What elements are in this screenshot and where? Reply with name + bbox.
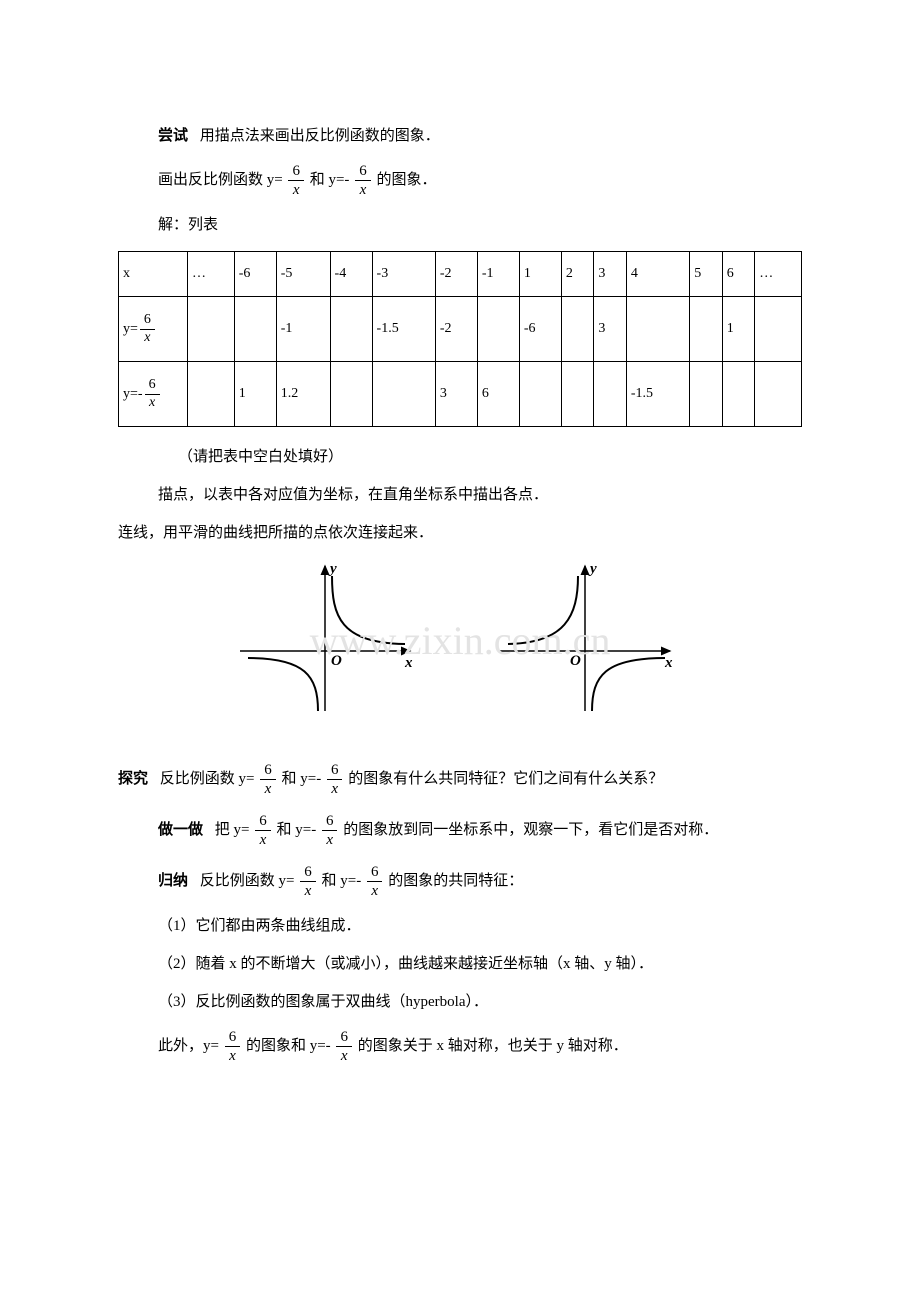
cell: … (188, 252, 235, 297)
svg-text:O: O (570, 653, 581, 669)
cell: -6 (234, 252, 276, 297)
cell: -2 (435, 297, 477, 362)
explore-label: 探究 (118, 771, 148, 787)
explore-prefix: 反比例函数 y= (160, 771, 255, 787)
cell: 3 (594, 297, 627, 362)
cell (690, 362, 723, 427)
cell (690, 297, 723, 362)
fraction-6-over-x: 6x (355, 162, 371, 199)
summary-suffix: 的图象的共同特征： (388, 873, 523, 889)
fraction-6-over-x: 6x (336, 1028, 352, 1065)
draw-mid: 和 y=- (310, 172, 350, 188)
try-label: 尝试 (158, 128, 188, 144)
cell (722, 362, 755, 427)
draw-prefix: 画出反比例函数 y= (158, 172, 283, 188)
table-row: y=6x -1 -1.5 -2 -6 3 1 (119, 297, 802, 362)
cell (561, 297, 594, 362)
cell: -3 (372, 252, 435, 297)
cell (188, 297, 235, 362)
do-label: 做一做 (158, 822, 203, 838)
cell: 6 (722, 252, 755, 297)
cell: -1.5 (626, 362, 689, 427)
cell: 4 (626, 252, 689, 297)
cell: -1 (477, 252, 519, 297)
value-table: x … -6 -5 -4 -3 -2 -1 1 2 3 4 5 6 … y=6x… (118, 251, 802, 427)
svg-text:O: O (331, 653, 342, 669)
cell (330, 297, 372, 362)
fraction-6-over-x: 6x (225, 1028, 241, 1065)
cell (594, 362, 627, 427)
fraction-6-over-x: 6x (288, 162, 304, 199)
svg-text:x: x (404, 655, 413, 671)
cell: -2 (435, 252, 477, 297)
table-row: y=-6x 1 1.2 3 6 -1.5 (119, 362, 802, 427)
cell (561, 362, 594, 427)
fill-blank-note: （请把表中空白处填好） (178, 445, 802, 469)
fraction-6-over-x: 6x (322, 812, 338, 849)
summary-label: 归纳 (158, 873, 188, 889)
fraction-6-over-x: 6x (367, 863, 383, 900)
graph-svg: y x O y x O (200, 561, 720, 721)
do-suffix: 的图象放到同一坐标系中，观察一下，看它们是否对称． (343, 822, 718, 838)
final-prefix: 此外，y= (158, 1038, 219, 1054)
plot-text: 描点，以表中各对应值为坐标，在直角坐标系中描出各点． (158, 483, 802, 507)
cell: -5 (276, 252, 330, 297)
cell: -1 (276, 297, 330, 362)
svg-text:y: y (588, 561, 597, 577)
cell (188, 362, 235, 427)
cell: … (755, 252, 802, 297)
hyperbola-graphs: www.zixin.com.cn y x O (200, 561, 720, 721)
cell: 3 (594, 252, 627, 297)
point-2: （2）随着 x 的不断增大（或减小），曲线越来越接近坐标轴（x 轴、y 轴）． (158, 952, 802, 976)
cell (330, 362, 372, 427)
cell: -1.5 (372, 297, 435, 362)
cell-y-neg-header: y=-6x (119, 362, 188, 427)
try-text: 用描点法来画出反比例函数的图象． (200, 128, 440, 144)
cell (755, 297, 802, 362)
draw-suffix: 的图象． (376, 172, 436, 188)
explore-mid: 和 y=- (281, 771, 321, 787)
cell: 3 (435, 362, 477, 427)
cell (477, 297, 519, 362)
cell: 6 (477, 362, 519, 427)
final-mid: 的图象和 y=- (246, 1038, 331, 1054)
cell (234, 297, 276, 362)
cell (626, 297, 689, 362)
cell: 2 (561, 252, 594, 297)
cell: 1 (519, 252, 561, 297)
cell-y-pos-header: y=6x (119, 297, 188, 362)
svg-text:x: x (664, 655, 673, 671)
connect-text: 连线，用平滑的曲线把所描的点依次连接起来． (118, 521, 802, 545)
cell (755, 362, 802, 427)
cell: 1 (722, 297, 755, 362)
summary-prefix: 反比例函数 y= (200, 873, 295, 889)
point-1: （1）它们都由两条曲线组成． (158, 914, 802, 938)
cell: 1 (234, 362, 276, 427)
point-3: （3）反比例函数的图象属于双曲线（hyperbola）． (158, 990, 802, 1014)
solution-label: 解：列表 (158, 213, 802, 237)
do-prefix: 把 y= (215, 822, 250, 838)
do-mid: 和 y=- (276, 822, 316, 838)
cell: -6 (519, 297, 561, 362)
svg-text:y: y (328, 561, 337, 577)
final-suffix: 的图象关于 x 轴对称，也关于 y 轴对称． (358, 1038, 628, 1054)
cell: 5 (690, 252, 723, 297)
summary-mid: 和 y=- (321, 873, 361, 889)
fraction-6-over-x: 6x (260, 761, 276, 798)
fraction-6-over-x: 6x (255, 812, 271, 849)
fraction-6-over-x: 6x (300, 863, 316, 900)
cell-x-header: x (119, 252, 188, 297)
cell (372, 362, 435, 427)
fraction-6-over-x: 6x (327, 761, 343, 798)
cell (519, 362, 561, 427)
cell: -4 (330, 252, 372, 297)
cell: 1.2 (276, 362, 330, 427)
table-row: x … -6 -5 -4 -3 -2 -1 1 2 3 4 5 6 … (119, 252, 802, 297)
explore-suffix: 的图象有什么共同特征？它们之间有什么关系？ (348, 771, 663, 787)
